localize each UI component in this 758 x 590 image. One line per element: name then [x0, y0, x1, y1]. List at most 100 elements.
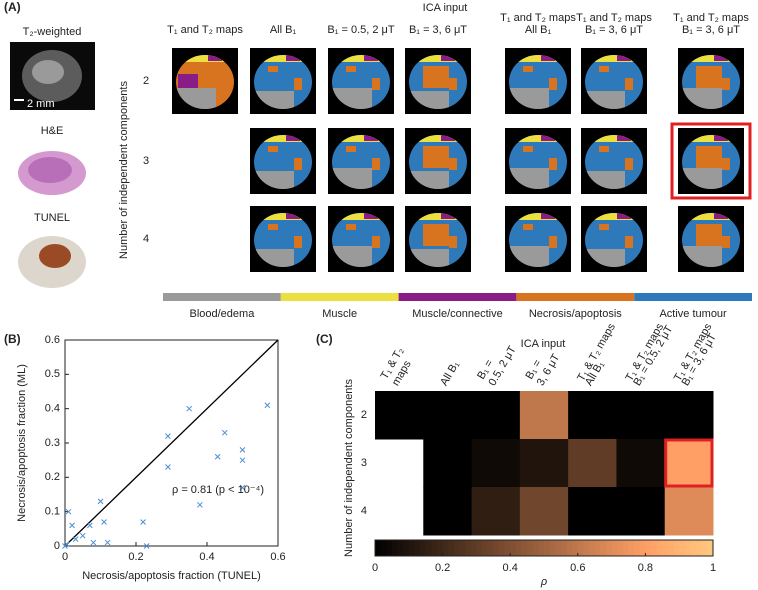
legend-label: Blood/edema: [189, 308, 255, 320]
colorbar-step: [622, 540, 629, 556]
region: [523, 224, 533, 230]
region: [617, 55, 631, 61]
data-point: [239, 457, 246, 464]
data-point: [221, 429, 228, 436]
colorbar-step: [459, 540, 466, 556]
data-point: [214, 453, 221, 460]
x-tick-label: 0.2: [128, 551, 143, 563]
region: [509, 135, 567, 142]
data-point: [90, 539, 97, 546]
group-title: ICA input: [423, 2, 468, 14]
region: [625, 158, 633, 170]
colorbar-step: [634, 540, 641, 556]
region: [286, 135, 300, 141]
region: [449, 78, 457, 90]
tissue-map: [328, 48, 394, 114]
region: [714, 135, 728, 141]
region: [523, 66, 533, 72]
heatmap-cell: [471, 487, 521, 536]
legend-swatch: [280, 293, 399, 301]
region: [268, 224, 278, 230]
region: [268, 146, 278, 152]
heatmap-cell: [568, 391, 617, 440]
map-regions: [509, 55, 567, 109]
tissue-map: [250, 206, 316, 272]
colorbar-step: [656, 540, 663, 556]
annotation: ρ = 0.81 (p < 10⁻⁴): [172, 484, 264, 496]
column-header: T₁ and T₂ maps: [500, 12, 576, 24]
mri-tissue: [32, 60, 64, 84]
colorbar-tick-label: 0.8: [638, 562, 653, 574]
tissue-map: [250, 128, 316, 194]
row-label: 4: [361, 505, 367, 517]
y-tick-label: 0.6: [45, 334, 60, 346]
colorbar-step: [408, 540, 415, 556]
y-axis-label: Necrosis/apoptosis fraction (ML): [16, 364, 28, 522]
region: [722, 78, 730, 90]
region: [294, 78, 302, 90]
y-tick-label: 0.1: [45, 506, 60, 518]
region: [423, 224, 449, 246]
legend-label: Muscle: [322, 308, 357, 320]
region: [346, 66, 356, 72]
colorbar-step: [403, 540, 410, 556]
region: [682, 213, 740, 220]
colorbar-step: [645, 540, 652, 556]
region: [696, 66, 722, 88]
panel-label: (A): [4, 0, 21, 14]
region: [714, 213, 728, 219]
colorbar-step: [442, 540, 449, 556]
colorbar-step: [696, 540, 703, 556]
highlight-box: [664, 438, 714, 488]
column-header: B₁ = 3, 6 μT: [682, 24, 740, 36]
region: [549, 158, 557, 170]
data-point: [165, 464, 171, 470]
scale-bar: [14, 99, 24, 101]
map-regions: [509, 213, 567, 267]
legend-label: Active tumour: [659, 308, 727, 320]
colorbar-step: [448, 540, 455, 556]
heatmap-cell: [664, 391, 714, 440]
legend-label: Muscle/connective: [412, 308, 503, 320]
heatmap-cell: [375, 391, 424, 440]
colorbar-tick-label: 0.4: [503, 562, 518, 574]
side-label: T₂-weighted: [23, 26, 82, 38]
colorbar-step: [498, 540, 506, 556]
tissue-map: [172, 48, 238, 114]
colorbar-step: [420, 540, 427, 556]
column-header: All B₁: [270, 24, 297, 36]
region: [599, 224, 609, 230]
colorbar-step: [611, 540, 618, 556]
region: [696, 146, 722, 168]
heatmap-cell: [616, 487, 666, 536]
region: [254, 213, 312, 220]
heatmap-cell: [423, 439, 473, 488]
region: [617, 135, 631, 141]
region: [541, 55, 555, 61]
tissue-map: [505, 206, 571, 272]
heatmap-cell: [423, 487, 473, 536]
colorbar-step: [504, 540, 511, 556]
colorbar-tick-label: 0.6: [570, 562, 585, 574]
colorbar-step: [600, 540, 607, 556]
column-label: All B₁: [438, 359, 462, 388]
tissue-map: [505, 128, 571, 194]
map-regions: [332, 135, 390, 189]
row-label: 2: [143, 75, 149, 87]
data-point: [140, 519, 146, 525]
colorbar-step: [628, 540, 635, 556]
colorbar-step: [532, 540, 539, 556]
region: [617, 213, 631, 219]
colorbar-step: [527, 540, 534, 556]
colorbar-step: [673, 540, 680, 556]
heatmap-cell: [664, 439, 714, 488]
y-tick-label: 0.3: [45, 437, 60, 449]
legend-swatch: [398, 293, 517, 301]
region: [423, 146, 449, 168]
legend-swatch: [163, 293, 281, 301]
colorbar-step: [583, 540, 590, 556]
region: [372, 78, 380, 90]
region: [409, 213, 467, 220]
region: [722, 158, 730, 170]
tunel-image: [39, 244, 71, 268]
